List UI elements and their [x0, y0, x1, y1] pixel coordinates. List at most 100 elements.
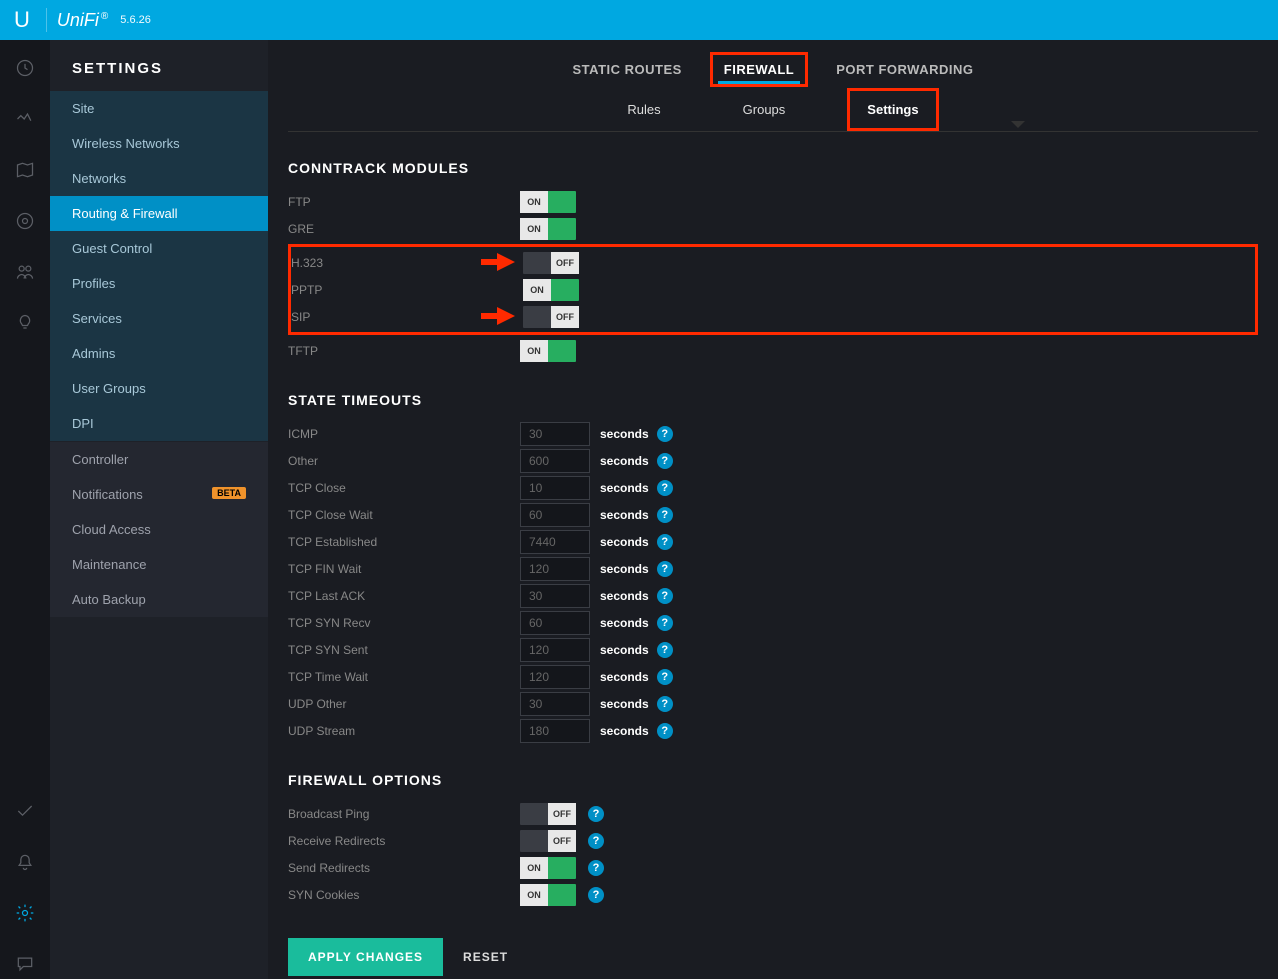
sidebar-item-profiles[interactable]: Profiles — [50, 266, 268, 301]
timeout-row-tcp-fin-wait: TCP FIN Wait seconds? — [288, 555, 1258, 582]
row-label: TCP Last ACK — [288, 589, 520, 603]
stats-icon[interactable] — [15, 109, 35, 134]
timeout-input[interactable] — [520, 530, 590, 554]
subtab-settings[interactable]: Settings — [861, 98, 924, 121]
settings-sidebar: SETTINGS SiteWireless NetworksNetworksRo… — [50, 40, 268, 979]
sidebar-item-maintenance[interactable]: Maintenance — [50, 547, 268, 582]
sidebar-item-cloud-access[interactable]: Cloud Access — [50, 512, 268, 547]
row-label: TCP FIN Wait — [288, 562, 520, 576]
fwopt-row-receive-redirects: Receive RedirectsOFF? — [288, 827, 1258, 854]
unit-label: seconds — [600, 616, 649, 630]
toggle[interactable]: ON — [520, 884, 576, 906]
timeout-input[interactable] — [520, 503, 590, 527]
help-icon[interactable]: ? — [588, 860, 604, 876]
help-icon[interactable]: ? — [588, 833, 604, 849]
tab-port-forwarding[interactable]: PORT FORWARDING — [830, 58, 979, 84]
sidebar-item-controller[interactable]: Controller — [50, 442, 268, 477]
settings-icon[interactable] — [15, 903, 35, 928]
events-icon[interactable] — [15, 801, 35, 826]
help-icon[interactable]: ? — [657, 696, 673, 712]
clients-icon[interactable] — [15, 262, 35, 287]
beta-badge: BETA — [212, 487, 246, 499]
toggle[interactable]: ON — [520, 857, 576, 879]
help-icon[interactable]: ? — [588, 887, 604, 903]
timeout-row-tcp-close: TCP Closeseconds? — [288, 474, 1258, 501]
sidebar-item-guest-control[interactable]: Guest Control — [50, 231, 268, 266]
toggle[interactable]: ON — [520, 218, 576, 240]
help-icon[interactable]: ? — [657, 642, 673, 658]
conntrack-row-tftp: TFTPON — [288, 337, 1258, 364]
sidebar-item-dpi[interactable]: DPI — [50, 406, 268, 441]
toggle[interactable]: OFF — [523, 306, 579, 328]
timeout-input[interactable] — [520, 719, 590, 743]
timeout-input[interactable] — [520, 638, 590, 662]
toggle[interactable]: OFF — [520, 830, 576, 852]
sidebar-item-routing-firewall[interactable]: Routing & Firewall — [50, 196, 268, 231]
sidebar-item-notifications[interactable]: NotificationsBETA — [50, 477, 268, 512]
row-label: TCP Time Wait — [288, 670, 520, 684]
row-label: UDP Other — [288, 697, 520, 711]
conntrack-row-h323: H.323OFF — [291, 249, 1255, 276]
help-icon[interactable]: ? — [657, 480, 673, 496]
sidebar-item-admins[interactable]: Admins — [50, 336, 268, 371]
timeout-input[interactable] — [520, 557, 590, 581]
fwopt-row-broadcast-ping: Broadcast PingOFF? — [288, 800, 1258, 827]
row-label: ICMP — [288, 427, 520, 441]
timeout-input[interactable] — [520, 449, 590, 473]
chat-icon[interactable] — [15, 954, 35, 979]
tab-static-routes[interactable]: STATIC ROUTES — [567, 58, 688, 84]
help-icon[interactable]: ? — [657, 723, 673, 739]
timeout-row-other: Otherseconds? — [288, 447, 1258, 474]
help-icon[interactable]: ? — [657, 615, 673, 631]
help-icon[interactable]: ? — [657, 534, 673, 550]
unit-label: seconds — [600, 562, 649, 576]
conntrack-row-sip: SIPOFF — [291, 303, 1255, 330]
reset-button[interactable]: RESET — [463, 950, 508, 964]
help-icon[interactable]: ? — [588, 806, 604, 822]
fwopt-row-send-redirects: Send RedirectsON? — [288, 854, 1258, 881]
tabs-primary: STATIC ROUTES FIREWALL PORT FORWARDING — [288, 40, 1258, 92]
timeout-input[interactable] — [520, 584, 590, 608]
apply-button[interactable]: APPLY CHANGES — [288, 938, 443, 976]
subtab-groups[interactable]: Groups — [737, 98, 792, 121]
help-icon[interactable]: ? — [657, 561, 673, 577]
fwopt-row-syn-cookies: SYN CookiesON? — [288, 881, 1258, 908]
help-icon[interactable]: ? — [657, 426, 673, 442]
sidebar-item-services[interactable]: Services — [50, 301, 268, 336]
dashboard-icon[interactable] — [15, 58, 35, 83]
toggle[interactable]: ON — [520, 191, 576, 213]
highlight-arrow-icon — [497, 253, 524, 271]
timeout-input[interactable] — [520, 692, 590, 716]
devices-icon[interactable] — [15, 211, 35, 236]
subtab-rules[interactable]: Rules — [621, 98, 666, 121]
sidebar-item-networks[interactable]: Networks — [50, 161, 268, 196]
help-icon[interactable]: ? — [657, 507, 673, 523]
toggle[interactable]: ON — [520, 340, 576, 362]
conntrack-row-gre: GREON — [288, 215, 1258, 242]
map-icon[interactable] — [15, 160, 35, 185]
sidebar-item-wireless-networks[interactable]: Wireless Networks — [50, 126, 268, 161]
insights-icon[interactable] — [15, 313, 35, 338]
unit-label: seconds — [600, 589, 649, 603]
tabs-secondary: Rules Groups Settings — [288, 92, 1258, 132]
toggle[interactable]: OFF — [520, 803, 576, 825]
timeout-input[interactable] — [520, 611, 590, 635]
toggle[interactable]: ON — [523, 279, 579, 301]
help-icon[interactable]: ? — [657, 588, 673, 604]
sidebar-item-auto-backup[interactable]: Auto Backup — [50, 582, 268, 617]
sidebar-item-user-groups[interactable]: User Groups — [50, 371, 268, 406]
timeout-input[interactable] — [520, 476, 590, 500]
help-icon[interactable]: ? — [657, 453, 673, 469]
toggle[interactable]: OFF — [523, 252, 579, 274]
sidebar-item-site[interactable]: Site — [50, 91, 268, 126]
row-label: TCP Close — [288, 481, 520, 495]
timeout-input[interactable] — [520, 422, 590, 446]
row-label: Receive Redirects — [288, 834, 520, 848]
help-icon[interactable]: ? — [657, 669, 673, 685]
alerts-icon[interactable] — [15, 852, 35, 877]
sidebar-title: SETTINGS — [50, 60, 268, 91]
tab-firewall[interactable]: FIREWALL — [718, 58, 800, 84]
timeout-row-tcp-last-ack: TCP Last ACK seconds? — [288, 582, 1258, 609]
timeout-input[interactable] — [520, 665, 590, 689]
brand: UniFi® — [57, 10, 108, 31]
